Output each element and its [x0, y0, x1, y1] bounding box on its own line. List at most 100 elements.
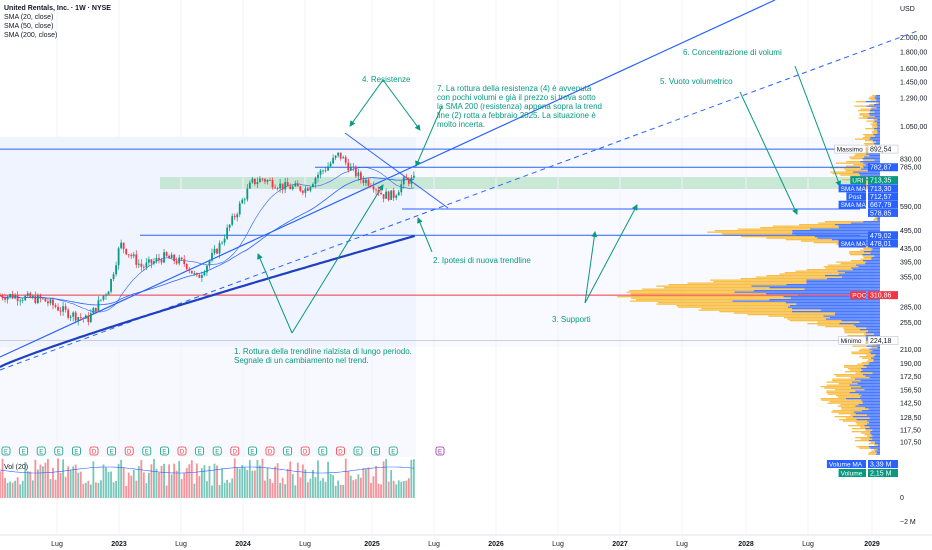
vp-bar-down — [826, 381, 852, 383]
candle-body — [410, 177, 413, 184]
vp-bar-down — [851, 428, 866, 430]
vp-bar-down — [860, 438, 873, 440]
candle-body — [211, 253, 213, 261]
arrow-1b — [291, 184, 384, 334]
volume-bar — [165, 485, 168, 498]
annotation-5: 5. Vuoto volumetrico — [660, 77, 733, 86]
volume-bar — [211, 485, 213, 498]
time-axis[interactable]: Lug 2023 Lug 2024 Lug 2025 Lug 2026 Lug 2027 Lug 20… — [0, 534, 932, 548]
volume-bar — [216, 465, 218, 498]
candle-body — [115, 265, 117, 275]
vp-bar-up — [853, 416, 880, 418]
vp-bar-up — [870, 357, 880, 359]
volume-bar — [42, 466, 44, 498]
volume-bar — [67, 466, 70, 498]
symbol-title[interactable]: United Rentals, Inc. · 1W · NYSE — [4, 5, 111, 12]
vp-bar-down — [861, 362, 870, 364]
volume-bar — [147, 472, 150, 498]
indicator-sma20[interactable]: SMA (20, close) — [4, 14, 54, 21]
vp-bar-down — [851, 351, 870, 353]
price-tag-label-bg — [850, 291, 866, 300]
vp-bar-up — [867, 420, 880, 422]
vp-bar-down — [870, 123, 877, 125]
vp-bar-down — [787, 318, 826, 320]
event-marker-label: E — [39, 450, 43, 456]
vp-bar-up — [877, 122, 880, 124]
volume-bar — [195, 463, 198, 498]
candle-body — [47, 301, 49, 304]
price-tag-label-bg — [834, 144, 867, 154]
volume-bar — [178, 461, 181, 498]
horizontal-levels — [0, 148, 860, 341]
event-marker-label: E — [198, 450, 202, 456]
price-tag-value: 712,57 — [870, 194, 892, 201]
candle-body — [221, 242, 223, 244]
volume-bar — [410, 459, 413, 498]
indicator-sma200[interactable]: SMA (200, close) — [4, 32, 58, 39]
candle-body — [259, 178, 261, 183]
volume-bar — [105, 467, 107, 498]
vp-bar-up — [875, 135, 880, 137]
vp-bar-up — [838, 273, 880, 275]
vp-bar-down — [785, 239, 832, 241]
vp-bar-up — [871, 434, 880, 436]
candle-body — [6, 296, 9, 300]
price-tag-label: POC — [852, 293, 866, 300]
volume-bar — [385, 458, 388, 498]
candle-body — [193, 272, 196, 274]
sma200-line — [0, 234, 416, 368]
candle-body — [117, 248, 120, 266]
vp-bar-down — [868, 359, 874, 361]
candle-body — [16, 295, 19, 301]
candle-body — [291, 186, 294, 190]
price-axis[interactable]: USD 2.000,00 1.800,00 1.600,00 1.450,00 1.290… — [900, 6, 927, 526]
candle-body — [49, 299, 52, 304]
vp-bar-up — [796, 303, 880, 305]
candle-body — [337, 152, 340, 156]
candle-body — [248, 182, 251, 189]
vp-bar-up — [875, 98, 880, 100]
arrow-7 — [415, 105, 443, 167]
event-marker-label: E — [145, 450, 149, 456]
vp-bar-down — [866, 360, 874, 362]
volume-bar — [306, 482, 309, 498]
volume-tag-value-bg — [868, 469, 898, 477]
candle-body — [264, 179, 266, 182]
candle-body — [26, 293, 29, 296]
candle-body — [312, 184, 314, 188]
vp-bar-down — [863, 257, 872, 259]
candle-body — [344, 157, 347, 163]
candle-body — [206, 265, 208, 273]
vp-bar-down — [806, 269, 853, 271]
vp-bar-up — [834, 312, 880, 314]
arrow-6 — [794, 65, 842, 187]
vp-bar-down — [849, 156, 864, 158]
candle-body — [397, 192, 400, 196]
dividend-marker — [230, 446, 240, 456]
price-tag-value: 578,85 — [870, 210, 892, 217]
vp-bar-down — [865, 128, 875, 130]
volume-bar — [16, 477, 19, 498]
vp-bar-down — [872, 126, 878, 128]
price-tag-value-bg — [868, 291, 898, 300]
vp-bar-down — [825, 221, 864, 223]
vp-bar-down — [826, 392, 850, 394]
vp-bar-down — [832, 380, 861, 382]
vp-bar-up — [829, 317, 880, 319]
volume-bar — [34, 459, 37, 498]
indicator-sma50[interactable]: SMA (50, close) — [4, 23, 54, 30]
vp-bar-down — [872, 122, 878, 124]
volume-bar — [137, 466, 140, 498]
dividend-marker — [335, 446, 345, 456]
vp-bar-down — [656, 303, 797, 305]
volume-bar — [203, 465, 206, 498]
vp-bar-up — [844, 272, 880, 274]
price-tag-value: 667,79 — [870, 202, 892, 209]
vp-bar-up — [862, 374, 880, 376]
volume-bar — [362, 468, 365, 498]
volume-tag-value-bg — [868, 460, 898, 468]
vp-bar-up — [806, 282, 880, 284]
volume-bar — [122, 467, 125, 498]
